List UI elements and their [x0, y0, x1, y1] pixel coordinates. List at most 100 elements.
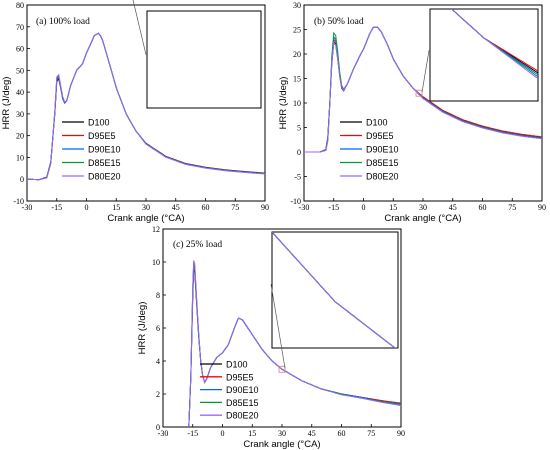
y-tick-label: 0	[20, 175, 24, 184]
y-tick-label: 5	[297, 124, 301, 133]
legend-label: D100	[366, 118, 388, 128]
series-line-d80e20	[27, 32, 265, 181]
x-tick-label: 75	[367, 429, 375, 438]
y-tick-label: 40	[16, 88, 24, 97]
inset-frame	[429, 8, 539, 102]
x-tick-label: -15	[187, 429, 198, 438]
zoom-marker	[278, 365, 286, 373]
panel-title: (c) 25% load	[173, 239, 222, 250]
x-tick-label: 90	[538, 203, 546, 212]
legend-label: D95E5	[88, 131, 116, 141]
y-tick-label: 30	[16, 110, 24, 119]
y-tick-label: 0	[156, 423, 160, 432]
x-tick-label: 0	[362, 203, 366, 212]
y-tick-label: 10	[293, 99, 301, 108]
legend-label: D80E20	[88, 172, 121, 182]
zoom-marker	[415, 89, 423, 97]
legend-label: D100	[88, 118, 110, 128]
inset-series-line-d80e20	[450, 9, 538, 80]
inset-frame	[146, 10, 262, 109]
legend-label: D85E15	[226, 398, 259, 408]
zoom-arrow	[132, 0, 147, 55]
panel-title: (a) 100% load	[36, 16, 90, 27]
y-tick-label: 70	[16, 23, 24, 32]
y-tick-label: 4	[156, 357, 160, 366]
legend-label: D90E10	[88, 145, 121, 155]
y-tick-label: 12	[152, 225, 160, 234]
y-tick-label: 2	[156, 390, 160, 399]
x-tick-label: 60	[202, 203, 210, 212]
legend-label: D90E10	[366, 145, 399, 155]
y-tick-label: -10	[13, 197, 24, 206]
legend-label: D95E5	[226, 372, 254, 382]
y-tick-label: -5	[294, 173, 301, 182]
inset-zoom	[146, 10, 262, 109]
x-tick-label: 15	[248, 429, 256, 438]
legend: D100 D95E5 D90E10 D85E15 D80E20	[200, 360, 259, 421]
y-tick-label: 25	[293, 26, 301, 35]
zoom-arrow	[270, 284, 286, 369]
series-line-d80e20	[188, 260, 401, 427]
x-tick-label: 90	[261, 203, 269, 212]
y-axis-label: HRR (J/deg)	[1, 77, 12, 130]
y-axis-label: HRR (J/deg)	[137, 302, 148, 355]
x-tick-label: 75	[508, 203, 516, 212]
y-tick-label: 50	[16, 66, 24, 75]
legend-label: D85E15	[88, 158, 121, 168]
x-tick-label: 30	[419, 203, 427, 212]
y-tick-label: 10	[152, 258, 160, 267]
inset-zoom	[429, 8, 539, 102]
x-tick-label: -30	[299, 203, 310, 212]
x-tick-label: 75	[231, 203, 239, 212]
x-tick-label: 30	[142, 203, 150, 212]
y-tick-label: 6	[156, 324, 160, 333]
legend-label: D85E15	[366, 158, 399, 168]
x-tick-label: -30	[22, 203, 33, 212]
x-tick-label: 45	[172, 203, 180, 212]
x-tick-label: -30	[158, 429, 169, 438]
x-tick-label: 45	[308, 429, 316, 438]
x-axis-label: Crank angle (°CA)	[107, 213, 184, 224]
inset-series-line-d80e20	[272, 232, 396, 348]
x-tick-label: 15	[389, 203, 397, 212]
y-tick-label: -10	[290, 197, 301, 206]
legend-label: D90E10	[226, 385, 259, 395]
x-tick-label: 15	[112, 203, 120, 212]
y-tick-label: 80	[16, 1, 24, 10]
y-tick-label: 15	[293, 75, 301, 84]
y-axis-label: HRR (J/deg)	[278, 77, 289, 130]
legend-label: D80E20	[226, 411, 259, 421]
legend-label: D80E20	[366, 172, 399, 182]
panel-title: (b) 50% load	[314, 16, 364, 27]
panel-c: (c) 25% load -30 -15 0 15 30 45 60 75 90 0 2 4 6 8 10 1…	[137, 225, 405, 450]
y-tick-label: 10	[16, 153, 24, 162]
y-tick-label: 0	[297, 148, 301, 157]
inset-frame	[271, 231, 399, 349]
legend: D100 D95E5 D90E10 D85E15 D80E20	[340, 118, 399, 182]
x-tick-label: 60	[479, 203, 487, 212]
x-tick-label: -15	[328, 203, 339, 212]
x-tick-label: 0	[221, 429, 225, 438]
x-tick-label: 60	[338, 429, 346, 438]
y-tick-label: 8	[156, 291, 160, 300]
series-line-d80e20	[304, 26, 542, 153]
panel-b: (b) 50% load -30 -15 0 15 30 45 60 75 90 -10 -5 0 5 1…	[278, 1, 546, 224]
inset-zoom	[271, 231, 399, 349]
x-tick-label: 45	[449, 203, 457, 212]
x-tick-label: 0	[85, 203, 89, 212]
x-axis-label: Crank angle (°CA)	[384, 213, 461, 224]
x-tick-label: 30	[278, 429, 286, 438]
legend: D100 D95E5 D90E10 D85E15 D80E20	[62, 118, 121, 182]
legend-label: D95E5	[366, 131, 394, 141]
y-tick-label: 20	[16, 132, 24, 141]
x-tick-label: 90	[397, 429, 405, 438]
y-tick-label: 30	[293, 1, 301, 10]
x-tick-label: -15	[51, 203, 62, 212]
y-tick-label: 60	[16, 45, 24, 54]
y-tick-label: 20	[293, 50, 301, 59]
x-axis-label: Crank angle (°CA)	[243, 439, 320, 450]
zoom-arrow	[421, 50, 430, 93]
panel-a: (a) 100% load -30 -15 0 15 30 45 60 75 90 -10 0 10 2…	[1, 0, 269, 224]
legend-label: D100	[226, 360, 248, 370]
